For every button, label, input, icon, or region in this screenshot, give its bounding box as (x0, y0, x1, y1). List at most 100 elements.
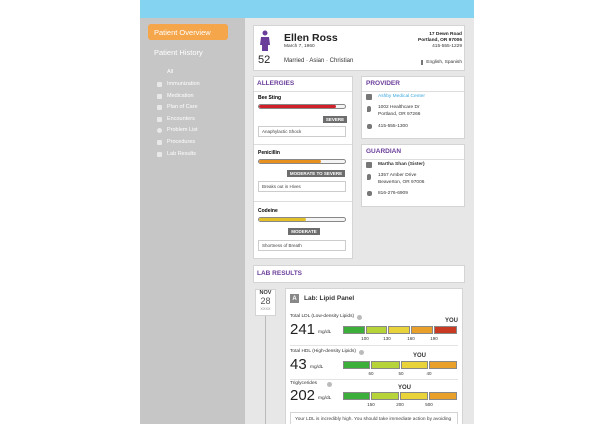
threshold: 500 (425, 402, 433, 407)
address: Portland, OR 97266 (378, 112, 421, 117)
nav-label[interactable]: Patient Overview (154, 28, 211, 37)
patient-card (253, 25, 465, 71)
nav-item[interactable]: Lab Results (167, 151, 197, 157)
you-marker: YOU (413, 353, 427, 359)
nav-item[interactable]: Plan of Care (167, 104, 198, 110)
severity-tag: MODERATE TO SEVERE (287, 170, 345, 177)
demographics: Married · Asian · Christian (284, 58, 354, 64)
address: Beaverton, OR 97006 (378, 180, 425, 185)
allergy-name: Bee Sting (258, 95, 282, 101)
guardian-card (361, 144, 465, 207)
threshold: 100 (361, 336, 369, 341)
person-icon (366, 162, 372, 168)
person-icon (366, 94, 372, 100)
info-icon[interactable] (327, 382, 332, 387)
threshold: 60 (368, 371, 374, 376)
icon (157, 140, 162, 145)
card-title: ALLERGIES (257, 80, 295, 87)
panel-title: Lab: Lipid Panel (304, 295, 355, 302)
date-year: XXXX (260, 307, 271, 311)
top-bar (140, 0, 474, 18)
reaction: Anaphylactic Shock (258, 126, 346, 137)
reaction: Shortness of Breath (258, 240, 346, 251)
test-name: Total LDL (Low-density Lipids) (290, 314, 355, 319)
threshold: 150 (367, 402, 375, 407)
info-icon[interactable] (359, 350, 364, 355)
mic-icon (421, 60, 423, 65)
phone: 415-555-1229 (432, 44, 462, 49)
phone: 816-276-6909 (378, 191, 408, 196)
range-segment (429, 361, 457, 369)
phone-icon (367, 191, 372, 196)
icon (157, 105, 162, 110)
threshold: 130 (383, 336, 391, 341)
test-unit: mg/dL (318, 396, 332, 401)
range-segment (411, 326, 433, 334)
nav-item[interactable]: Problem List (167, 127, 198, 133)
you-marker: YOU (445, 318, 459, 324)
nav-button[interactable] (148, 24, 228, 40)
test-name: Total HDL (High-density Lipids) (290, 349, 356, 354)
range-segment (371, 361, 400, 369)
nav-item[interactable]: All (167, 69, 174, 75)
severity-tag: MODERATE (288, 228, 320, 235)
range-segment (429, 392, 457, 400)
severity-bar (258, 217, 346, 222)
phone: 415-555-1300 (378, 124, 408, 129)
divider (362, 159, 464, 160)
lab-icon (290, 294, 299, 303)
provider-link[interactable]: Ashby Medical Center (378, 94, 425, 99)
divider (254, 201, 352, 202)
severity-bar (258, 159, 346, 164)
languages: English, Spanish (426, 60, 462, 65)
sidebar (140, 18, 245, 424)
allergy-name: Codeine (258, 208, 278, 214)
timeline (265, 315, 266, 424)
range-segment (343, 361, 370, 369)
nav-item[interactable]: Immunization (167, 81, 200, 87)
female-icon (260, 30, 270, 51)
nav-item[interactable]: Procedures (167, 139, 196, 145)
card-title: LAB RESULTS (257, 270, 303, 277)
note-box (290, 412, 458, 424)
lab-panel (285, 288, 463, 424)
reaction: Breaks out in Hives (258, 181, 346, 192)
nav-item[interactable]: Encounters (167, 116, 195, 122)
test-value: 202 (290, 387, 316, 404)
range-segment (388, 326, 410, 334)
nav-label[interactable]: Patient History (154, 48, 203, 57)
info-icon[interactable] (357, 315, 362, 320)
you-marker: YOU (398, 385, 412, 391)
test-value: 43 (290, 356, 307, 373)
range-segment (366, 326, 387, 334)
range-segment (343, 392, 370, 400)
range-segment (400, 392, 428, 400)
note: Your LDL is incredibly high. You should … (295, 417, 452, 422)
test-unit: mg/dL (310, 365, 324, 370)
nav-item[interactable]: Medication (167, 93, 194, 99)
icon (157, 128, 162, 133)
threshold: 50 (398, 371, 404, 376)
address: Portland, OR 97006 (418, 38, 462, 43)
date-day: 28 (260, 296, 271, 306)
divider (290, 345, 458, 346)
date-month: NOV (259, 290, 272, 296)
birth-date: March 7, 1960 (284, 44, 315, 49)
range-segment (401, 361, 428, 369)
severity-tag: SEVERE (323, 116, 347, 123)
threshold: 190 (430, 336, 438, 341)
test-unit: mg/dL (318, 330, 332, 335)
icon (157, 117, 162, 122)
divider (254, 91, 352, 92)
guardian-name: Martha Shan (Sister) (378, 162, 425, 167)
date-box (255, 289, 276, 316)
threshold: 40 (426, 371, 432, 376)
patient-name: Ellen Ross (284, 32, 338, 44)
severity-bar (258, 104, 346, 109)
address: 1002 Healthcare Dr (378, 105, 420, 110)
pin-icon (367, 174, 371, 180)
phone-icon (367, 124, 372, 129)
range-segment (434, 326, 457, 334)
address: 1357 Amber Drive (378, 173, 417, 178)
